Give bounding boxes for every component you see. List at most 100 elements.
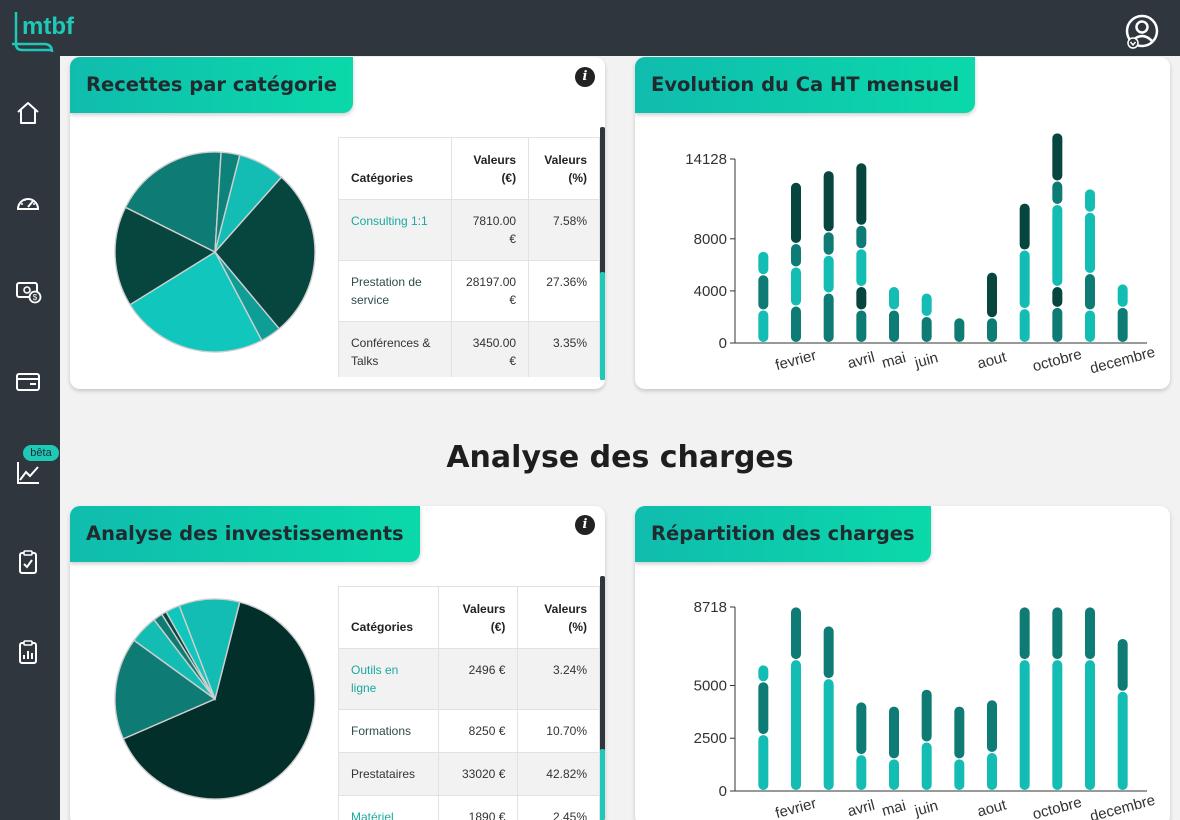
bar-segment[interactable] — [758, 665, 769, 682]
bar-segment[interactable] — [1085, 660, 1095, 790]
bar-segment[interactable] — [1052, 607, 1063, 660]
bar-segment[interactable] — [856, 225, 867, 249]
bar-segment[interactable] — [987, 753, 997, 790]
home-icon — [17, 102, 39, 124]
bar-segment[interactable] — [1085, 607, 1095, 660]
info-icon[interactable]: i — [575, 67, 595, 87]
bar-segment[interactable] — [921, 293, 932, 316]
category-cell[interactable]: Formations — [338, 709, 439, 753]
column-header-percent: Valeurs (%) — [528, 137, 600, 200]
bar-segment[interactable] — [758, 251, 769, 275]
bar-segment[interactable] — [1117, 307, 1128, 342]
bar-segment[interactable] — [889, 706, 899, 759]
bar-segment[interactable] — [889, 286, 899, 310]
bar-segment[interactable] — [791, 660, 801, 790]
info-icon[interactable]: i — [575, 515, 595, 535]
bar-segment[interactable] — [1117, 284, 1128, 307]
bar-segment[interactable] — [1085, 273, 1095, 310]
bar-segment[interactable] — [1085, 310, 1095, 342]
column-header-category: Catégories — [338, 137, 453, 200]
table-scrollbar-thumb[interactable] — [600, 749, 605, 820]
bar-segment[interactable] — [823, 171, 834, 232]
bar-segment[interactable] — [823, 255, 834, 293]
bar-segment[interactable] — [921, 742, 932, 790]
sidebar-item-analytics[interactable] — [10, 455, 46, 491]
category-cell[interactable]: Outils en ligne — [338, 648, 439, 710]
card-title: Recettes par catégorie — [70, 57, 353, 113]
bar-segment[interactable] — [758, 275, 769, 310]
beta-badge: bêta — [23, 445, 59, 461]
bar-segment[interactable] — [1052, 286, 1063, 307]
bar-segment[interactable] — [823, 293, 834, 342]
sidebar-item-reports[interactable] — [10, 634, 46, 670]
pie-slice[interactable] — [114, 206, 217, 306]
bar-segment[interactable] — [1019, 660, 1030, 790]
bar-segment[interactable] — [791, 267, 801, 306]
pie-slice[interactable] — [122, 601, 316, 800]
bar-segment[interactable] — [889, 759, 899, 790]
bar-segment[interactable] — [987, 318, 997, 342]
bar-segment[interactable] — [791, 306, 801, 342]
bar-segment[interactable] — [1085, 212, 1095, 273]
app-logo[interactable]: mtbf — [8, 6, 98, 54]
bar-segment[interactable] — [954, 706, 965, 759]
bar-segment[interactable] — [954, 759, 965, 790]
bar-segment[interactable] — [791, 244, 801, 267]
sidebar-item-dashboard[interactable] — [10, 185, 46, 221]
bar-segment[interactable] — [758, 310, 769, 342]
bar-segment[interactable] — [823, 232, 834, 255]
bar-segment[interactable] — [856, 755, 867, 790]
bar-segment[interactable] — [856, 310, 867, 342]
bar-segment[interactable] — [987, 700, 997, 753]
bar-segment[interactable] — [1052, 660, 1063, 790]
bar-segment[interactable] — [1019, 250, 1030, 309]
pie-slice[interactable] — [124, 151, 222, 254]
sidebar-item-tasks[interactable] — [10, 544, 46, 580]
sidebar-item-wallet[interactable] — [10, 364, 46, 400]
bar-segment[interactable] — [954, 318, 965, 342]
bar-segment[interactable] — [823, 679, 834, 790]
user-account-icon[interactable] — [1122, 12, 1162, 52]
pie-slice[interactable] — [114, 639, 217, 740]
bar-segment[interactable] — [921, 689, 932, 742]
bar-segment[interactable] — [1052, 204, 1063, 286]
sidebar-item-money[interactable]: $ — [10, 273, 46, 309]
x-tick-label: decembre — [1088, 344, 1157, 378]
bar-segment[interactable] — [1019, 309, 1030, 342]
bar-segment[interactable] — [1117, 639, 1128, 691]
bar-segment[interactable] — [1019, 607, 1030, 660]
bar-segment[interactable] — [856, 163, 867, 225]
bar-segment[interactable] — [1052, 133, 1063, 181]
bar-segment[interactable] — [823, 626, 834, 679]
pie-slice[interactable] — [129, 251, 263, 353]
table-scrollbar[interactable] — [600, 576, 605, 820]
table-scrollbar-thumb[interactable] — [600, 272, 605, 380]
category-cell[interactable]: Prestation de service — [338, 260, 453, 322]
pie-slice[interactable] — [214, 176, 316, 330]
bar-segment[interactable] — [758, 682, 769, 735]
pie-slice[interactable] — [214, 151, 241, 253]
pie-slice[interactable] — [178, 598, 241, 702]
category-cell[interactable]: Consulting 1:1 — [338, 199, 453, 261]
bar-segment[interactable] — [791, 607, 801, 660]
bar-segment[interactable] — [758, 735, 769, 790]
value-cell: 2496 € — [437, 648, 519, 710]
bar-segment[interactable] — [987, 272, 997, 318]
sidebar-item-home[interactable] — [10, 95, 46, 131]
category-cell[interactable]: Matériel — [338, 795, 439, 820]
bar-segment[interactable] — [856, 702, 867, 755]
bar-segment[interactable] — [1085, 189, 1095, 212]
bar-segment[interactable] — [921, 316, 932, 342]
bar-segment[interactable] — [889, 310, 899, 342]
bar-segment[interactable] — [856, 286, 867, 310]
category-cell[interactable]: Conférences & Talks — [338, 321, 453, 377]
bar-segment[interactable] — [1019, 203, 1030, 250]
table-scrollbar[interactable] — [600, 127, 605, 380]
bar-segment[interactable] — [1117, 691, 1128, 790]
category-cell[interactable]: Prestataires — [338, 752, 439, 796]
x-tick-label: octobre — [1031, 794, 1084, 820]
bar-segment[interactable] — [791, 182, 801, 244]
bar-segment[interactable] — [1052, 307, 1063, 342]
bar-segment[interactable] — [856, 249, 867, 286]
bar-segment[interactable] — [1052, 181, 1063, 204]
